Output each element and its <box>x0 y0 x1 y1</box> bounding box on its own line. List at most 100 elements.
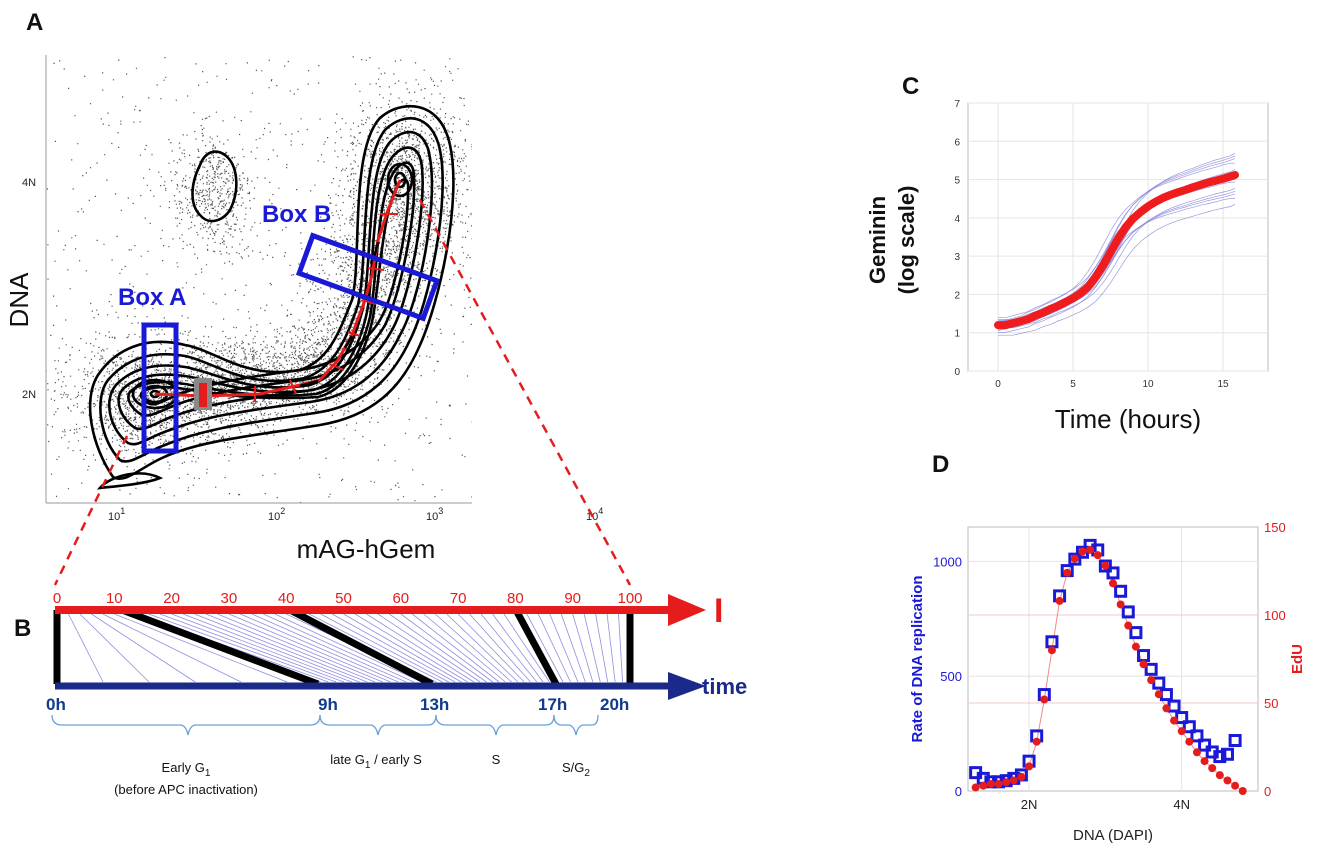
replication-point <box>1114 584 1128 598</box>
edu-point <box>1124 621 1133 630</box>
x-axis-label-d: DNA (DAPI) <box>1073 827 1153 844</box>
phase-braces <box>51 714 599 736</box>
mapping-line <box>182 613 360 683</box>
replication-point <box>1175 711 1189 725</box>
edu-point <box>1177 727 1186 736</box>
box-a <box>141 322 179 454</box>
c-x-tick-10: 10 <box>1142 379 1154 390</box>
time-tick-17h: 17h <box>538 695 567 714</box>
replication-point <box>1144 662 1158 676</box>
time-axis-label: time <box>702 674 747 699</box>
mapping-line <box>595 613 609 683</box>
mapping-line <box>434 613 512 683</box>
edu-point <box>1101 561 1110 570</box>
mean-geminin-line <box>994 171 1239 330</box>
index-tick-20: 20 <box>163 590 180 607</box>
mapping-line <box>537 613 571 683</box>
edu-point <box>1139 660 1148 669</box>
mapping-line <box>366 613 475 683</box>
mapping-thick-lines <box>53 606 634 688</box>
phase-s: S <box>492 752 501 767</box>
edu-point <box>1185 737 1194 746</box>
edu-point <box>971 783 980 792</box>
mapping-line <box>560 613 586 683</box>
d-yr-tick-50: 50 <box>1264 696 1278 711</box>
x-tick-10-1: 101 <box>108 506 125 523</box>
edu-point <box>1086 545 1095 554</box>
mapping-line <box>102 613 242 683</box>
mapping-line <box>572 613 594 683</box>
mapping-line <box>263 613 415 683</box>
box-b <box>295 232 441 322</box>
panel-a-label: A <box>26 9 43 36</box>
mapping-line <box>79 613 150 683</box>
cell-track <box>998 190 1236 333</box>
d-yl-tick-1000: 1000 <box>933 554 962 569</box>
x-ticks-c: 0 5 10 15 <box>995 379 1229 390</box>
index-tick-0: 0 <box>53 590 61 607</box>
mapping-line <box>251 613 407 683</box>
index-axis-label: I <box>714 592 723 630</box>
y-tick-4n: 4N <box>22 177 36 189</box>
index-tick-100: 100 <box>617 590 642 607</box>
replication-point <box>1106 566 1120 580</box>
edu-point <box>1223 776 1232 785</box>
c-y-tick-2: 2 <box>954 290 960 301</box>
replication-point <box>1098 559 1112 573</box>
x-axis-label-c: Time (hours) <box>1055 404 1201 434</box>
edu-point <box>1032 737 1041 746</box>
y-axis-label-d-right: EdU <box>1289 644 1306 674</box>
replication-point <box>1182 720 1196 734</box>
y-axis-label-c-1: Geminin <box>865 196 890 284</box>
c-y-tick-4: 4 <box>954 214 960 225</box>
mapping-line <box>606 613 616 683</box>
edu-point <box>986 779 995 788</box>
edu-point <box>1009 776 1018 785</box>
edu-point <box>1017 772 1026 781</box>
time-tick-0h: 0h <box>46 695 66 714</box>
panel-b-label: B <box>14 615 31 642</box>
mapping-line <box>228 613 391 683</box>
replication-point <box>1121 605 1135 619</box>
index-ticks: 0 10 20 30 40 50 60 70 80 90 100 <box>53 590 643 607</box>
edu-point <box>1170 716 1179 725</box>
mapping-line <box>91 613 196 683</box>
index-tick-70: 70 <box>450 590 467 607</box>
replication-point <box>1198 738 1212 752</box>
edu-point <box>994 779 1003 788</box>
box-a-label: Box A <box>118 284 186 311</box>
y-tick-2n: 2N <box>22 389 36 401</box>
edu-point <box>1040 695 1049 704</box>
phase-early-g1: Early G1 <box>162 760 211 779</box>
y-axis-label-c-2: (log scale) <box>894 186 919 295</box>
panel-c-label: C <box>902 73 919 100</box>
panel-d-label: D <box>932 451 949 478</box>
edu-point <box>1154 690 1163 699</box>
y-ticks-c: 0 1 2 3 4 5 6 7 <box>954 99 960 378</box>
mapping-line <box>480 613 538 683</box>
x-tick-10-2: 102 <box>268 506 285 523</box>
index-tick-40: 40 <box>278 590 295 607</box>
ticks-d: 2N 4N 0 500 1000 0 50 100 150 <box>933 520 1286 812</box>
edu-point <box>1200 757 1209 766</box>
mapping-line <box>320 613 449 683</box>
replication-point <box>1190 729 1204 743</box>
zoom-line-left <box>53 435 129 586</box>
x-ticks-a: 101 102 103 104 <box>108 506 603 523</box>
edu-point <box>1208 764 1217 773</box>
mapping-line <box>446 613 519 683</box>
edu-point <box>1070 554 1079 563</box>
index-axis-arrowhead <box>668 594 706 626</box>
mapping-line <box>412 613 500 683</box>
mapping-line <box>457 613 525 683</box>
mapping-line <box>423 613 506 683</box>
mapping-line <box>205 613 376 683</box>
scatter-dots <box>46 56 472 503</box>
mapping-line <box>389 613 487 683</box>
index-tick-80: 80 <box>507 590 524 607</box>
mapping-line <box>148 613 337 683</box>
x-tick-10-3: 103 <box>426 506 443 523</box>
phase-early-g1-note: (before APC inactivation) <box>114 782 258 797</box>
edu-point <box>1025 762 1034 771</box>
